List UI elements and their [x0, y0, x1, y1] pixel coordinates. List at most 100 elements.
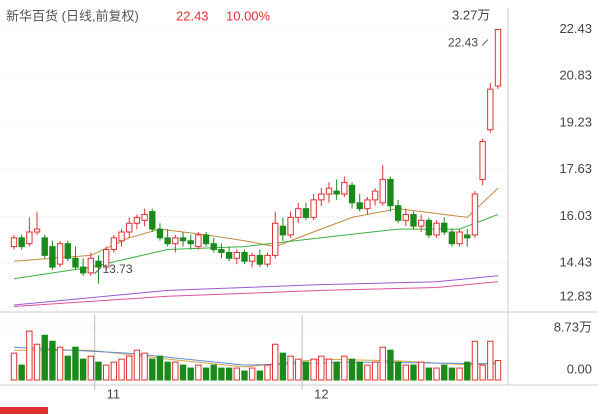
volume-bar	[295, 358, 302, 381]
volume-bar	[41, 334, 48, 381]
candle-body	[56, 243, 64, 265]
candle-body	[425, 219, 433, 236]
volume-bar	[26, 330, 33, 381]
candle-body	[33, 228, 41, 233]
candle-body	[371, 190, 379, 201]
volume-bar	[456, 367, 463, 381]
candle-body	[310, 199, 317, 218]
candle-body	[49, 246, 56, 268]
volume-bar	[302, 361, 310, 381]
volume-bar	[494, 360, 502, 381]
volume-bar	[179, 364, 187, 381]
volume-bar	[149, 358, 156, 381]
volume-bar	[87, 355, 95, 381]
volume-tick-label: 8.73万	[554, 319, 592, 334]
chart-title: 新华百货 (日线,前复权)	[6, 8, 139, 23]
volume-annotation: 3.27万	[452, 7, 490, 22]
candle-body	[479, 140, 486, 180]
candle-body	[333, 190, 340, 195]
candle-body	[149, 211, 156, 230]
candle-body	[248, 254, 256, 262]
candle-body	[279, 225, 287, 236]
volume-bar	[287, 355, 294, 381]
y-tick-label: 12.83	[559, 288, 592, 303]
price: 22.43	[176, 8, 209, 23]
candle-body	[341, 181, 348, 195]
volume-bar	[49, 340, 56, 381]
volume-bar	[156, 355, 164, 381]
candle-body	[41, 237, 48, 256]
volume-bar	[471, 340, 479, 381]
candle-body	[103, 249, 110, 268]
candle-body	[379, 178, 386, 204]
volume-bar	[356, 361, 363, 381]
candle-body	[456, 231, 463, 245]
candle-body	[402, 213, 409, 221]
candle-body	[287, 216, 294, 236]
candle-body	[272, 222, 279, 256]
annotation-arrow	[94, 267, 101, 275]
candle-body	[325, 187, 333, 195]
volume-bar	[371, 361, 379, 381]
volume-bar	[172, 361, 179, 381]
candle-body	[110, 237, 118, 251]
volume-bar	[241, 370, 248, 381]
volume-bar	[417, 361, 425, 381]
change: 10.00%	[226, 8, 271, 23]
ma-line	[13, 281, 499, 307]
volume-bar	[379, 346, 386, 381]
candle-body	[264, 254, 271, 265]
candle-body	[295, 208, 302, 218]
volume-bar	[118, 358, 125, 381]
candle-body	[118, 231, 125, 242]
candle-body	[210, 243, 217, 251]
candle-body	[64, 243, 71, 259]
candle-body	[10, 237, 18, 248]
candle-body	[410, 213, 417, 227]
candle-body	[394, 205, 402, 221]
volume-bar	[272, 343, 279, 381]
y-tick-label: 17.63	[559, 161, 592, 176]
candle-body	[141, 213, 148, 221]
volume-bar	[264, 364, 271, 381]
candle-body	[348, 184, 356, 204]
volume-ma-line	[13, 346, 499, 366]
candle-body	[72, 257, 79, 268]
candle-body	[164, 237, 171, 245]
candle-body	[233, 251, 240, 259]
volume-bar	[202, 367, 210, 381]
volume-bar	[133, 349, 141, 381]
candle-body	[26, 231, 33, 245]
candle-body	[256, 254, 264, 265]
volume-bar	[103, 364, 110, 381]
candle-body	[471, 193, 479, 236]
volume-bar	[187, 367, 194, 381]
y-tick-label: 22.43	[559, 21, 592, 36]
candle-body	[187, 240, 194, 245]
bottom-tab	[0, 407, 48, 414]
volume-bar	[364, 364, 371, 381]
candle-body	[156, 228, 164, 239]
volume-bar	[410, 364, 417, 381]
candle-body	[417, 219, 425, 227]
y-tick-label: 19.23	[559, 114, 592, 129]
candle-body	[179, 237, 187, 242]
volume-bar	[126, 355, 133, 381]
y-tick-label: 20.83	[559, 68, 592, 83]
volume-bar	[195, 364, 202, 381]
volume-tick-label: 0.00	[567, 361, 592, 376]
candle-body	[356, 202, 363, 210]
volume-bar	[141, 352, 148, 381]
volume-bar	[256, 370, 264, 381]
candle-body	[433, 222, 440, 236]
volume-bar	[318, 355, 325, 381]
y-tick-label: 16.03	[559, 208, 592, 223]
annotation-arrow	[481, 39, 489, 46]
volume-bar	[279, 352, 287, 381]
candle-body	[387, 178, 394, 207]
volume-bar	[433, 367, 440, 381]
candle-body	[18, 237, 25, 248]
candle-body	[464, 234, 471, 239]
candle-body	[364, 199, 371, 210]
